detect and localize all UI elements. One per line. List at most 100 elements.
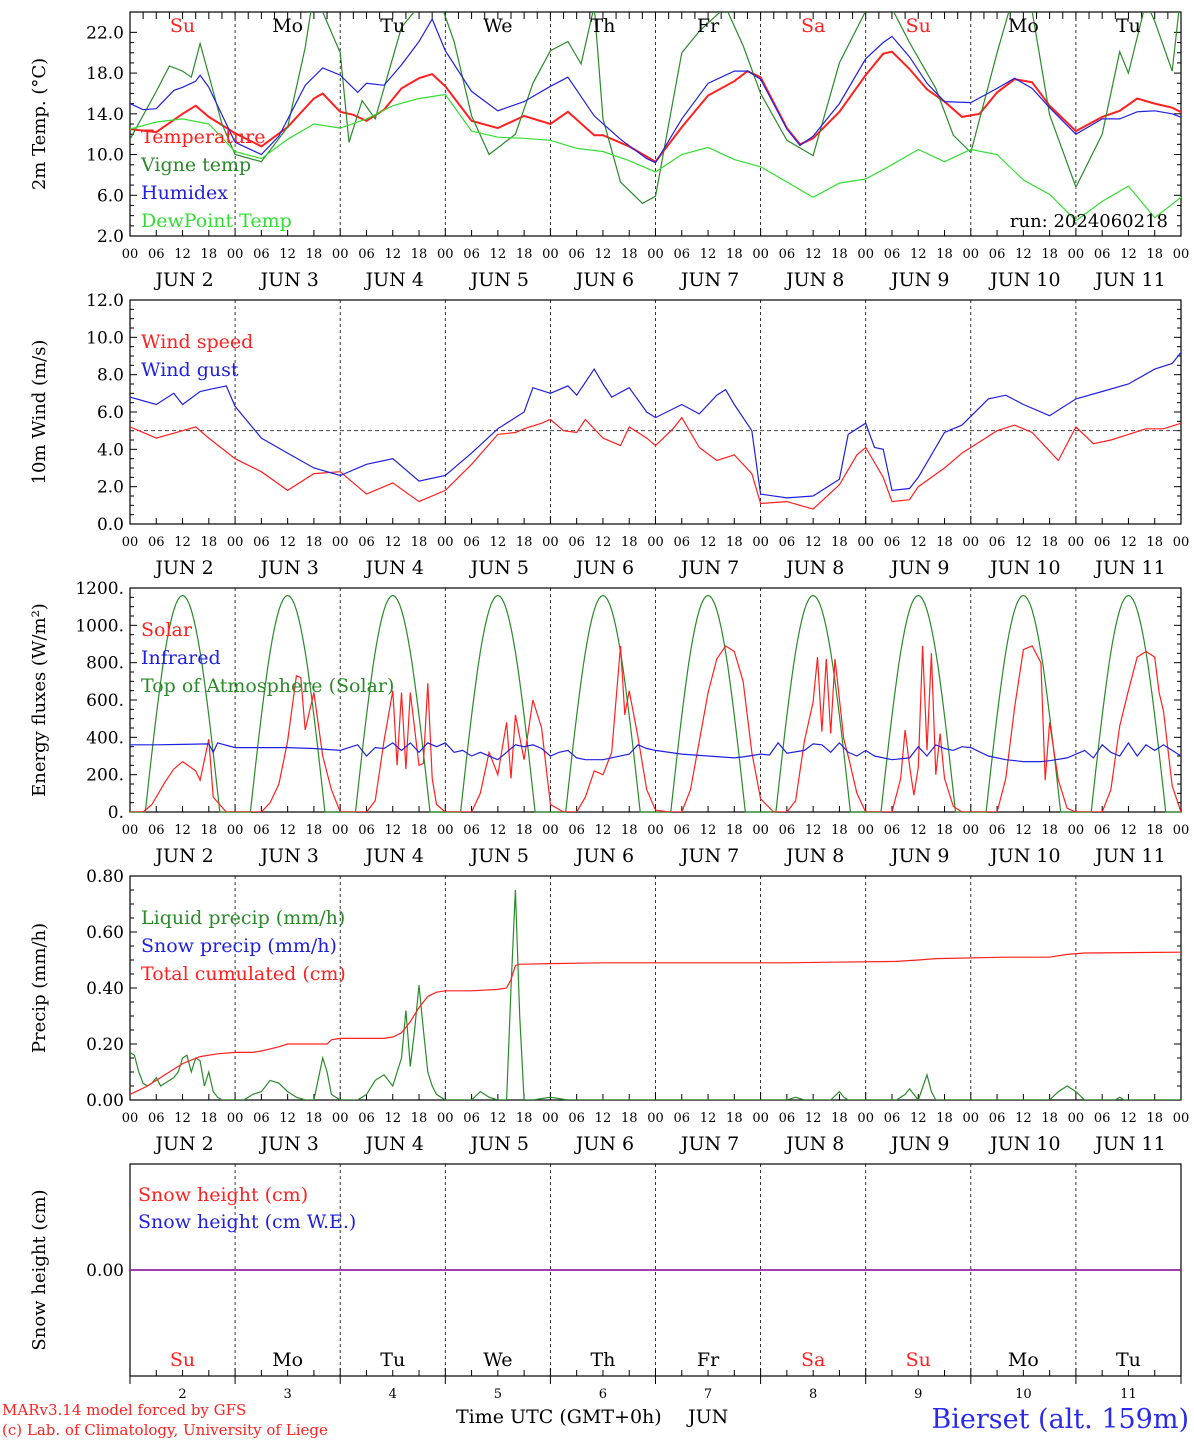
- y-axis-label: Energy fluxes (W/m²): [29, 603, 50, 797]
- hour-tick-label: 00: [542, 535, 559, 550]
- day-number-label: 9: [914, 1387, 922, 1402]
- weekday-label: We: [483, 15, 512, 37]
- hour-tick-label: 06: [148, 247, 165, 262]
- hour-tick-label: 18: [411, 823, 428, 838]
- hour-tick-label: 12: [700, 535, 717, 550]
- weekday-label: Mo: [272, 15, 303, 37]
- series-line-top-of-atmosphere: [130, 594, 1181, 813]
- hour-tick-label: 12: [174, 247, 191, 262]
- hour-tick-label: 00: [1068, 823, 1085, 838]
- weekday-label: Su: [906, 1349, 931, 1371]
- hour-tick-label: 00: [227, 823, 244, 838]
- date-label: JUN 2: [153, 557, 213, 579]
- hour-tick-label: 18: [1146, 823, 1163, 838]
- y-tick-label: 1200.: [75, 579, 124, 599]
- hour-tick-label: 12: [700, 247, 717, 262]
- hour-tick-label: 00: [227, 535, 244, 550]
- date-label: JUN 3: [258, 1133, 318, 1155]
- hour-tick-label: 18: [726, 247, 743, 262]
- hour-tick-label: 06: [253, 1111, 270, 1126]
- legend-entry: Snow height (cm W.E.): [138, 1211, 356, 1233]
- hour-tick-label: 06: [779, 823, 796, 838]
- hour-tick-label: 06: [568, 823, 585, 838]
- hour-tick-label: 18: [411, 247, 428, 262]
- y-tick-label: 22.0: [86, 23, 124, 43]
- hour-tick-label: 00: [752, 247, 769, 262]
- day-number-label: 5: [494, 1387, 502, 1402]
- hour-tick-label: 00: [963, 247, 980, 262]
- hour-tick-label: 00: [1173, 1111, 1190, 1126]
- hour-tick-label: 06: [253, 823, 270, 838]
- hour-tick-label: 18: [201, 1111, 218, 1126]
- weekday-label: Tu: [380, 1349, 405, 1371]
- hour-tick-label: 12: [1015, 535, 1032, 550]
- hour-tick-label: 12: [1120, 823, 1137, 838]
- hour-tick-label: 06: [884, 823, 901, 838]
- hour-tick-label: 06: [463, 1111, 480, 1126]
- legend-entry: Solar: [141, 619, 193, 641]
- legend-entry: Snow height (cm): [138, 1184, 308, 1206]
- hour-tick-label: 18: [201, 535, 218, 550]
- hour-tick-label: 18: [831, 823, 848, 838]
- weekday-label: Sa: [801, 15, 825, 37]
- hour-tick-label: 00: [752, 535, 769, 550]
- hour-tick-label: 12: [595, 247, 612, 262]
- run-annotation: run: 2024060218: [1010, 211, 1168, 232]
- hour-tick-label: 06: [253, 535, 270, 550]
- weekday-label: Su: [170, 1349, 195, 1371]
- hour-tick-label: 12: [384, 823, 401, 838]
- y-tick-label: 1000.: [75, 616, 124, 636]
- date-label: JUN 4: [364, 557, 424, 579]
- y-tick-label: 8.0: [97, 366, 124, 386]
- date-label: JUN 7: [679, 269, 739, 291]
- plot-frame: [129, 587, 1182, 813]
- hour-tick-label: 06: [884, 247, 901, 262]
- hour-tick-label: 06: [989, 247, 1006, 262]
- hour-tick-label: 12: [910, 535, 927, 550]
- y-tick-label: 600.: [86, 691, 124, 711]
- hour-tick-label: 12: [279, 1111, 296, 1126]
- y-tick-label: 2.0: [97, 227, 124, 247]
- legend-entry: Top of Atmosphere (Solar): [141, 675, 394, 697]
- hour-tick-label: 12: [279, 535, 296, 550]
- hour-tick-label: 18: [831, 1111, 848, 1126]
- credit-line: MARv3.14 model forced by GFS: [2, 1401, 246, 1419]
- day-number-label: 8: [809, 1387, 817, 1402]
- day-number-label: 7: [704, 1387, 712, 1402]
- hour-tick-label: 18: [1041, 823, 1058, 838]
- hour-tick-label: 18: [621, 535, 638, 550]
- date-label: JUN 8: [784, 845, 844, 867]
- weekday-label: Fr: [697, 1349, 720, 1371]
- panel-energy: 0. 200. 400. 600. 800. 1000. 1200. Energy fluxe…: [29, 579, 1189, 867]
- hour-tick-label: 06: [674, 247, 691, 262]
- hour-tick-label: 00: [1068, 535, 1085, 550]
- hour-tick-label: 06: [1094, 1111, 1111, 1126]
- station-label: Bierset (alt. 159m): [931, 1404, 1189, 1435]
- hour-tick-label: 06: [148, 823, 165, 838]
- legend-entry: Snow precip (mm/h): [141, 935, 337, 957]
- y-axis-label: 2m Temp. (°C): [29, 58, 50, 190]
- date-label: JUN 7: [679, 557, 739, 579]
- date-label: JUN 5: [469, 845, 529, 867]
- date-label: JUN 5: [469, 557, 529, 579]
- series-line-dewpoint-temp: [130, 93, 1181, 222]
- hour-tick-label: 00: [963, 823, 980, 838]
- series-line-humidex: [130, 17, 1181, 164]
- hour-tick-label: 00: [1173, 247, 1190, 262]
- date-label: JUN 3: [258, 557, 318, 579]
- hour-tick-label: 00: [647, 823, 664, 838]
- hour-tick-label: 00: [1173, 823, 1190, 838]
- date-label: JUN 9: [889, 845, 949, 867]
- date-label: JUN 11: [1093, 557, 1165, 579]
- series-line-wind-gust: [130, 351, 1181, 499]
- hour-tick-label: 00: [647, 1111, 664, 1126]
- hour-tick-label: 06: [1094, 535, 1111, 550]
- hour-tick-label: 12: [279, 823, 296, 838]
- weekday-label: Mo: [272, 1349, 303, 1371]
- hour-tick-label: 12: [490, 535, 507, 550]
- hour-tick-label: 12: [384, 247, 401, 262]
- day-number-label: 3: [284, 1387, 292, 1402]
- hour-tick-label: 18: [621, 823, 638, 838]
- y-axis-label: Snow height (cm): [29, 1189, 50, 1350]
- y-tick-label: 0.60: [86, 923, 124, 943]
